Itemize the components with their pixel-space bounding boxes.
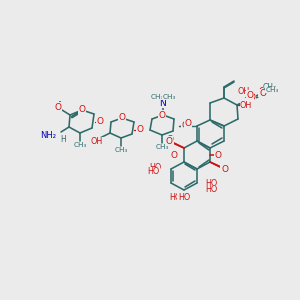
- Text: O: O: [248, 92, 256, 101]
- Text: O: O: [259, 88, 266, 97]
- Text: O: O: [97, 118, 104, 127]
- Text: O: O: [166, 136, 172, 146]
- Text: O: O: [260, 89, 266, 98]
- Text: HO: HO: [205, 178, 217, 188]
- Text: O: O: [167, 136, 173, 145]
- Text: O: O: [136, 125, 143, 134]
- Text: CH₃: CH₃: [155, 144, 169, 150]
- Text: O: O: [118, 113, 125, 122]
- Text: O: O: [247, 91, 254, 100]
- Text: H: H: [60, 136, 66, 145]
- Text: HO: HO: [169, 193, 181, 202]
- Text: O: O: [170, 151, 178, 160]
- Text: CH₃: CH₃: [73, 142, 87, 148]
- Text: O: O: [221, 164, 229, 173]
- Text: HO: HO: [205, 185, 217, 194]
- Text: OH: OH: [237, 88, 249, 97]
- Text: O: O: [184, 118, 191, 127]
- Text: NH₂: NH₂: [40, 130, 56, 140]
- Text: HO: HO: [149, 164, 161, 172]
- Text: O: O: [220, 164, 227, 173]
- Text: OH: OH: [91, 137, 103, 146]
- Text: CH₃: CH₃: [150, 94, 164, 100]
- Text: O: O: [79, 106, 86, 115]
- Text: CH₃: CH₃: [263, 83, 277, 92]
- Text: O: O: [214, 151, 221, 160]
- Text: HO: HO: [148, 167, 160, 176]
- Text: CH₃: CH₃: [162, 94, 176, 100]
- Text: O: O: [182, 122, 188, 130]
- Text: N: N: [160, 98, 167, 107]
- Text: CH₃: CH₃: [114, 147, 128, 153]
- Text: CH₃: CH₃: [265, 87, 279, 93]
- Text: O: O: [158, 110, 166, 119]
- Text: OH: OH: [240, 100, 252, 109]
- Text: HO: HO: [178, 194, 190, 202]
- Text: O: O: [55, 103, 62, 112]
